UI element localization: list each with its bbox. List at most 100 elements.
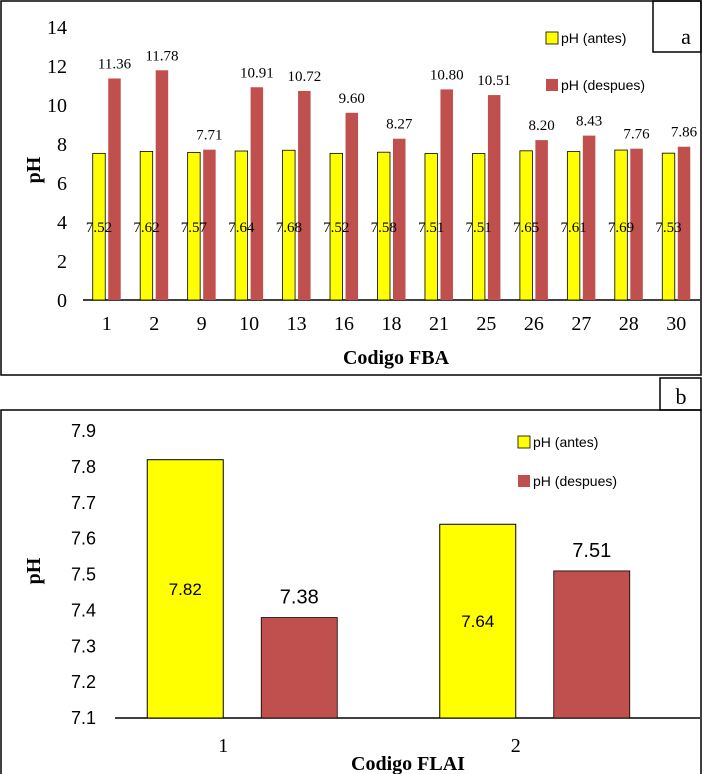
y-axis-title-b: pH — [23, 557, 45, 584]
y-ticks-b: 7.1 7.2 7.3 7.4 7.5 7.6 7.7 7.8 7.9 — [71, 421, 96, 728]
x-tick-label-a: 16 — [334, 313, 354, 335]
data-label-antes-a: 7.69 — [608, 220, 634, 236]
bar-antes-a — [519, 150, 533, 301]
x-tick-label-a: 1 — [102, 313, 112, 335]
panel-b: b pH Codigo FLAI 7.17.27.37.47.57.67.77.… — [0, 377, 702, 774]
x-tick-label-a: 26 — [524, 313, 544, 335]
data-label-despues-a: 7.86 — [671, 125, 698, 141]
x-tick-label-a: 28 — [619, 313, 639, 335]
x-tick-label-a: 9 — [197, 313, 207, 335]
legend-b: pH (antes) pH (despues) — [517, 434, 617, 489]
data-label-despues-a: 11.36 — [98, 56, 132, 72]
bar-despues-a — [393, 138, 406, 300]
panel-a-frame — [0, 0, 702, 376]
y-tick-label-b: 7.8 — [71, 457, 96, 477]
bar-antes-a — [614, 149, 628, 301]
bar-despues-a — [582, 135, 596, 300]
y-axis-title-a: pH — [23, 156, 45, 183]
bar-antes-a — [424, 153, 438, 301]
panel-a-label: a — [681, 24, 691, 49]
bar-antes-a — [282, 149, 296, 301]
bar-despues-a — [440, 89, 453, 301]
panel-b-label: b — [676, 384, 687, 409]
legend-label-antes-b: pH (antes) — [533, 434, 598, 450]
x-tick-label-a: 21 — [429, 313, 449, 335]
y-tick-label-a: 12 — [47, 56, 67, 78]
data-label-despues-a: 10.51 — [477, 73, 511, 89]
data-label-antes-a: 7.58 — [371, 220, 397, 236]
legend-a: pH (antes) pH (despues) — [545, 30, 645, 93]
bar-antes-a — [234, 150, 249, 301]
bar-despues-a — [345, 112, 359, 300]
data-label-despues-b: 7.38 — [280, 587, 319, 609]
data-label-antes-a: 7.57 — [181, 220, 208, 236]
x-categories-a: 1 2 9 10 13 16 18 21 25 26 27 28 30 — [102, 313, 687, 335]
x-tick-label-a: 25 — [476, 313, 496, 335]
data-label-despues-a: 10.91 — [240, 65, 274, 81]
y-tick-label-b: 7.7 — [71, 493, 96, 513]
legend-swatch-antes-a — [545, 31, 559, 45]
y-tick-label-a: 10 — [47, 95, 67, 117]
bar-despues-a — [677, 146, 691, 300]
bar-despues-a — [108, 78, 121, 300]
data-label-despues-a: 10.80 — [430, 67, 464, 83]
bar-antes-a — [472, 153, 486, 301]
bar-despues-a — [250, 87, 264, 300]
bar-antes-a — [139, 151, 154, 301]
x-tick-label-b: 1 — [218, 735, 228, 757]
legend-swatch-despues-b — [518, 475, 530, 487]
y-tick-label-a: 0 — [57, 290, 67, 312]
data-label-antes-a: 7.68 — [276, 220, 302, 236]
bar-antes-b — [439, 523, 517, 719]
bar-despues-a — [487, 95, 501, 301]
x-tick-label-a: 27 — [571, 313, 591, 335]
data-label-despues-a: 8.27 — [386, 117, 413, 133]
bar-antes-a — [187, 151, 201, 301]
y-tick-label-b: 7.6 — [71, 529, 96, 549]
bar-antes-b — [146, 459, 224, 719]
x-tick-label-a: 10 — [239, 313, 259, 335]
bar-antes-a — [329, 152, 343, 301]
bar-despues-a — [155, 70, 169, 300]
panel-a-label-box — [652, 0, 702, 53]
y-ticks-a: 0 2 4 6 8 10 12 14 — [47, 17, 67, 312]
y-tick-label-b: 7.9 — [71, 421, 96, 441]
panel-b-frame — [0, 409, 702, 774]
data-label-despues-a: 10.72 — [287, 69, 321, 85]
data-label-antes-a: 7.51 — [418, 220, 444, 236]
legend-swatch-despues-a — [546, 79, 558, 91]
y-tick-label-b: 7.2 — [71, 672, 96, 692]
bar-despues-a — [203, 149, 216, 300]
data-label-despues-a: 7.76 — [623, 127, 650, 143]
bar-despues-a — [535, 140, 548, 300]
data-label-despues-a: 8.20 — [529, 118, 555, 134]
data-label-antes-a: 7.62 — [133, 220, 159, 236]
legend-label-antes-a: pH (antes) — [561, 30, 626, 46]
y-tick-label-a: 2 — [57, 251, 67, 273]
y-tick-label-b: 7.4 — [71, 600, 96, 620]
data-label-despues-a: 9.60 — [339, 91, 365, 107]
data-label-antes-a: 7.52 — [323, 220, 349, 236]
bars-a: 7.52 11.36 7.62 11.78 7.57 7.71 7.64 10.91 7.68 1… — [86, 48, 698, 301]
legend-label-despues-b: pH (despues) — [533, 473, 617, 489]
bar-antes-a — [661, 152, 676, 301]
bar-antes-a — [566, 151, 581, 301]
bar-despues-a — [298, 90, 311, 301]
y-tick-label-a: 6 — [57, 173, 67, 195]
data-label-despues-b: 7.51 — [572, 540, 611, 562]
y-tick-label-b: 7.1 — [71, 708, 96, 728]
bar-despues-a — [630, 148, 643, 300]
bars-b: 7.82 7.38 7.64 7.51 — [146, 459, 631, 719]
bar-antes-a — [92, 152, 106, 301]
x-tick-label-a: 13 — [287, 313, 307, 335]
data-label-antes-a: 7.53 — [655, 220, 681, 236]
data-label-antes-a: 7.61 — [560, 220, 586, 236]
bar-despues-b — [260, 617, 338, 719]
data-label-antes-a: 7.52 — [86, 220, 112, 236]
data-label-despues-a: 7.71 — [196, 128, 222, 144]
data-label-antes-b: 7.82 — [169, 580, 202, 599]
data-label-antes-a: 7.64 — [228, 220, 255, 236]
